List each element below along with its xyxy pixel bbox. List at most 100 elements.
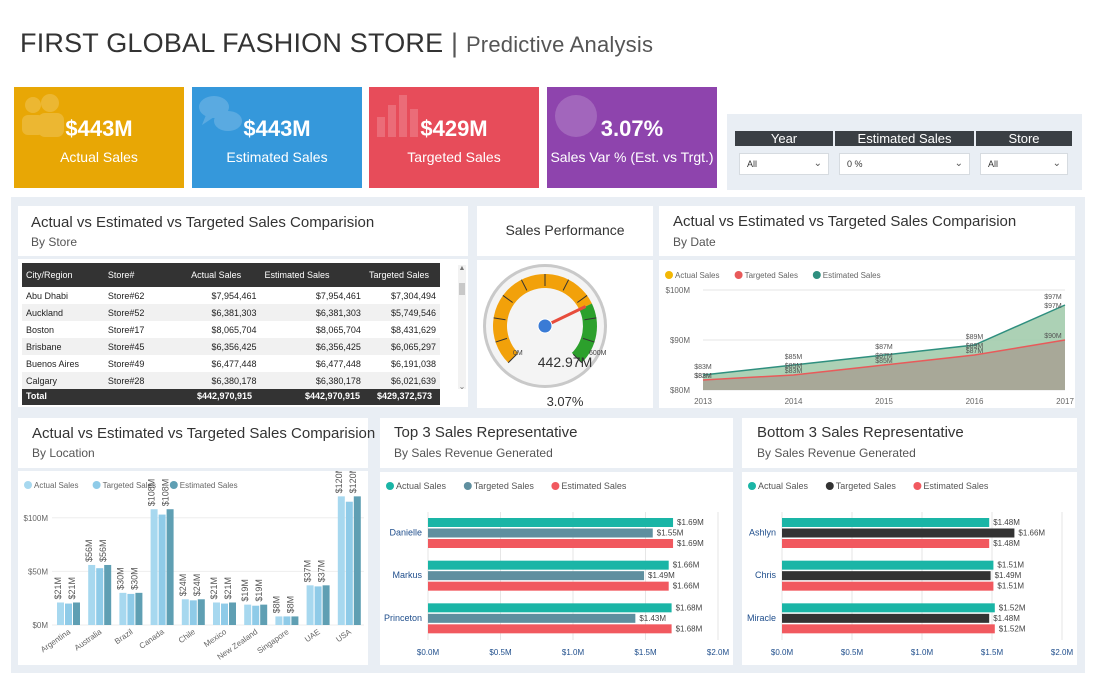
table-cell: $7,954,461 — [315, 290, 361, 301]
data-label: $89M — [966, 334, 984, 341]
legend-marker — [665, 271, 673, 279]
bar — [428, 539, 674, 548]
category-label: Markus — [392, 570, 422, 580]
column-header[interactable]: Actual Sales — [187, 263, 261, 287]
chevron-down-icon: ⌄ — [1052, 158, 1061, 169]
column-header[interactable]: Estimated Sales — [260, 263, 365, 287]
total-cell: $442,970,915 — [304, 391, 360, 401]
table-row[interactable]: Calgary Store#28 $6,380,178 $6,380,178 $6,02… — [22, 372, 440, 389]
data-label: $19M — [254, 579, 264, 602]
panel-subtitle: By Sales Revenue Generated — [757, 446, 916, 460]
x-tick-label: Canada — [138, 627, 167, 651]
gauge-tick — [562, 279, 570, 291]
kpi-card-actual-sales[interactable]: $443M Actual Sales — [14, 87, 184, 188]
data-label: $83M — [694, 373, 712, 380]
table-row[interactable]: Buenos Aires Store#49 $6,477,448 $6,477,448… — [22, 355, 440, 372]
panel-subtitle: By Store — [31, 235, 78, 249]
column-header[interactable]: City/Region — [22, 263, 104, 287]
table-row[interactable]: Abu Dhabi Store#62 $7,954,461 $7,954,461 $7,… — [22, 287, 440, 304]
bar — [88, 564, 96, 625]
x-tick-label: $1.0M — [562, 648, 585, 657]
table-cell: $7,304,494 — [390, 290, 436, 301]
store-table-header: Actual vs Estimated vs Targeted Sales Co… — [18, 206, 468, 256]
table-cell: Store#28 — [103, 372, 188, 389]
table-cell: $6,356,425 — [260, 338, 365, 355]
data-label: $37M — [303, 560, 313, 583]
table-row[interactable]: Brisbane Store#45 $6,356,425 $6,356,425 $6,0… — [22, 338, 440, 355]
column-header[interactable]: Store# — [103, 263, 188, 287]
year-filter: Year All ⌄ — [735, 131, 833, 175]
sales-gauge — [483, 264, 607, 388]
data-label: $1.52M — [999, 624, 1026, 633]
bar — [158, 514, 166, 625]
table-header-row: City/Region Store# Actual Sales Estimated S… — [22, 263, 440, 287]
legend-label: Actual Sales — [396, 481, 447, 491]
scroll-down-icon[interactable]: ⌄ — [458, 382, 466, 391]
data-label: $1.48M — [993, 539, 1020, 548]
kpi-label: Targeted Sales — [407, 149, 501, 165]
scroll-up-icon[interactable]: ▲ — [458, 265, 466, 272]
chevron-down-icon: ⌄ — [954, 158, 963, 169]
kpi-card-estimated-sales[interactable]: $443M Estimated Sales — [192, 87, 362, 188]
data-label: $30M — [115, 567, 125, 590]
estimated-line — [702, 304, 1066, 376]
total-cell: Total — [26, 391, 47, 401]
legend-label: Estimated Sales — [180, 481, 238, 490]
table-scrollbar[interactable]: ▲ ⌄ — [458, 265, 466, 391]
kpi-card-targeted-sales[interactable]: $429M Targeted Sales — [369, 87, 539, 188]
data-label: $24M — [178, 574, 188, 597]
table-row[interactable]: Boston Store#17 $8,065,704 $8,065,704 $8,431… — [22, 321, 440, 338]
bar — [353, 496, 361, 625]
x-tick-label: 2016 — [966, 397, 984, 406]
data-label: $1.68M — [676, 603, 703, 612]
kpi-value: 3.07% — [600, 116, 664, 141]
y-tick-label: $90M — [670, 336, 690, 345]
legend-label: Estimated Sales — [823, 271, 881, 280]
bar — [65, 603, 72, 625]
category-label: Princeton — [384, 613, 422, 623]
gauge-tick — [495, 337, 508, 343]
data-label: $56M — [98, 539, 108, 562]
data-label: $8M — [271, 596, 281, 614]
bottom3-panel: Actual Sales Targeted Sales Estimated Sale… — [742, 472, 1077, 665]
bar — [782, 581, 994, 591]
x-tick-label: 2014 — [785, 397, 803, 406]
gauge-value-arc — [493, 274, 592, 363]
table-cell: $6,381,303 — [187, 304, 261, 321]
column-header[interactable]: Targeted Sales — [364, 263, 440, 287]
store-dropdown[interactable]: All ⌄ — [980, 153, 1068, 175]
kpi-card-sales-variance[interactable]: 3.07% Sales Var % (Est. vs Trgt.) — [547, 87, 717, 188]
chevron-down-icon: ⌄ — [813, 158, 822, 169]
estimated-sales-dropdown[interactable]: 0 % ⌄ — [839, 153, 970, 175]
data-label: $1.69M — [677, 518, 704, 527]
scrollbar-thumb[interactable] — [459, 283, 465, 295]
targeted-line — [702, 339, 1066, 381]
data-label: $87M — [875, 344, 893, 351]
data-label: $24M — [192, 574, 202, 597]
table-cell: Store#49 — [107, 358, 145, 369]
gauge-value: 442.97M — [537, 354, 593, 370]
kpi-label: Estimated Sales — [226, 149, 328, 165]
x-tick-label: 2017 — [1056, 397, 1074, 406]
table-row[interactable]: Auckland Store#52 $6,381,303 $6,381,303 $5,7… — [22, 304, 440, 321]
legend-marker — [24, 481, 32, 489]
data-label: $83M — [785, 368, 803, 375]
bar — [244, 604, 252, 625]
x-tick-label: Mexico — [202, 627, 228, 649]
table-cell: $7,954,461 — [211, 290, 257, 301]
date-chart-panel: Actual Sales Targeted Sales Estimated Sale… — [659, 260, 1075, 408]
store-table-panel: City/Region Store# Actual Sales Estimated S… — [18, 259, 468, 407]
kpi-value: $443M — [243, 116, 311, 141]
data-label: $85M — [875, 358, 893, 365]
category-label: Danielle — [389, 528, 422, 538]
bar — [283, 616, 291, 625]
data-label: $1.66M — [673, 582, 700, 591]
gauge-panel: 442.97M 0M 600M 3.07% — [477, 260, 653, 409]
year-dropdown[interactable]: All ⌄ — [739, 153, 829, 175]
top3-header: Top 3 Sales Representative By Sales Reve… — [380, 418, 733, 468]
kpi-value: $443M — [65, 116, 133, 141]
x-tick-label: $2.0M — [707, 648, 730, 657]
bar — [96, 568, 104, 625]
bar — [782, 528, 1015, 538]
x-tick-label: $1.5M — [981, 648, 1004, 657]
